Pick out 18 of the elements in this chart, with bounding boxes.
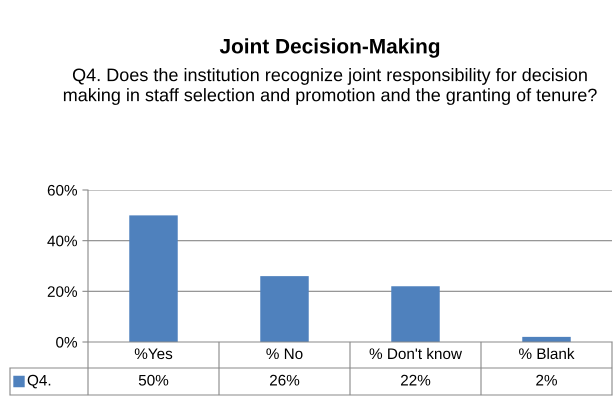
- data-label: 2%: [536, 374, 557, 386]
- data-label: 26%: [270, 374, 300, 386]
- x-tick-label: % No: [266, 348, 303, 360]
- x-tick-label: %Yes: [134, 348, 172, 360]
- y-tick-label: 40%: [47, 236, 78, 246]
- data-label: 50%: [138, 374, 168, 386]
- bar: [391, 286, 440, 342]
- chart-subtitle: Q4. Does the institution recognize joint responsibility for decision making in staff selection and promotion and the granting of tenure?: [64, 68, 597, 105]
- bar: [129, 215, 178, 342]
- data-label: 22%: [400, 374, 430, 386]
- y-tick-label: 0%: [56, 336, 78, 348]
- chart-title: Joint Decision-Making: [220, 38, 440, 58]
- y-tick-label: 20%: [48, 286, 78, 298]
- x-tick-label: % Blank: [519, 348, 575, 360]
- bar: [260, 276, 309, 342]
- x-tick-label: % Don't know: [370, 348, 462, 360]
- y-tick-label: 60%: [48, 184, 78, 196]
- legend-label: Q4.: [28, 374, 50, 388]
